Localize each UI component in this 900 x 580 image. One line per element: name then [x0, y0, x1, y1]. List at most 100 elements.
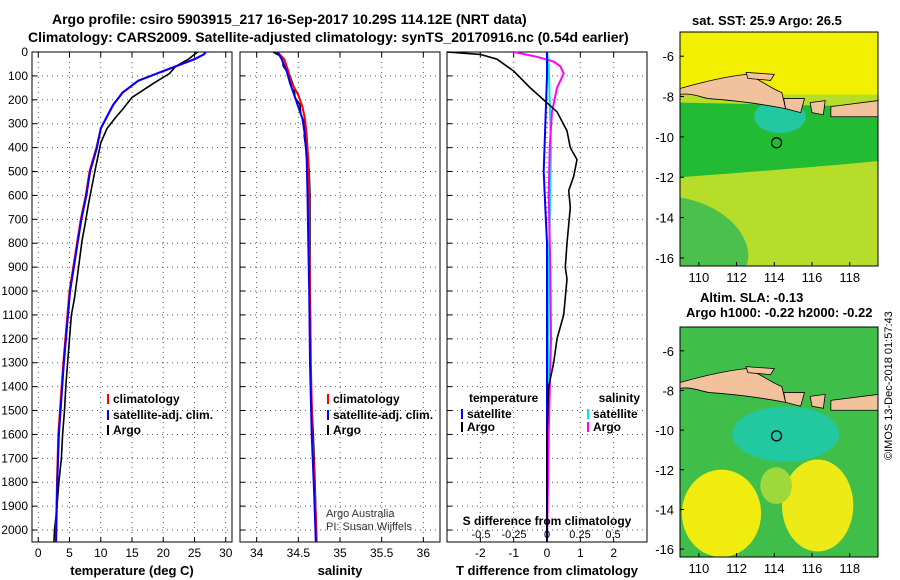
sla_map-mid-patch — [760, 467, 793, 505]
sla_map-xtick-label: 112 — [726, 561, 747, 576]
difference-xtick-label: -2 — [475, 546, 486, 560]
temperature-ytick-label: 700 — [8, 212, 28, 226]
sla_map-ytick-label: -10 — [655, 423, 674, 438]
temperature-xtick-label: 20 — [157, 546, 171, 560]
sla_map-bali — [783, 392, 805, 407]
diff-legend-right-heading: salinity — [599, 391, 641, 405]
temperature-xtick-label: 5 — [66, 546, 73, 560]
temperature-ytick-label: 600 — [8, 188, 28, 202]
sla_map-xtick-label: 118 — [839, 561, 860, 576]
temperature-ytick-label: 1100 — [2, 308, 28, 322]
sla_map-lombok — [809, 393, 826, 409]
sla_map-ytick-label: -12 — [655, 463, 674, 478]
sla_map-map-frame — [679, 326, 879, 558]
sst_map-lombok — [809, 100, 826, 116]
sst_map-xtick-label: 114 — [764, 270, 785, 285]
sla_map-xtick-label: 114 — [764, 561, 785, 576]
sst_map-xtick-label: 118 — [839, 270, 860, 285]
sla_map-high-patch-right — [782, 459, 854, 552]
temp-argo-line — [53, 51, 199, 543]
difference-xtick-label: -1 — [508, 546, 519, 560]
temperature-ytick-label: 900 — [8, 260, 28, 274]
temp-climatology-line — [54, 51, 207, 543]
diff-t-argo-line — [446, 51, 578, 542]
sal-legend-climatology-label: climatology — [333, 392, 400, 406]
sst_map-ytick-label: -6 — [662, 49, 674, 64]
diff-s-satellite-line — [546, 51, 552, 543]
temperature-ytick-label: 0 — [21, 45, 28, 59]
temperature-ytick-label: 100 — [8, 69, 28, 83]
sla_map-float-marker — [770, 430, 783, 442]
sla_map-high-patch-left — [681, 469, 762, 557]
salinity-xtick-label: 35.5 — [370, 546, 394, 560]
temperature-ytick-label: 800 — [8, 236, 28, 250]
diff-s-argo-line — [513, 51, 565, 543]
temperature-ytick-label: 300 — [8, 117, 28, 131]
sst_map-ytick-label: -8 — [662, 90, 674, 105]
temperature-ytick-label: 1200 — [1, 332, 28, 346]
sst_map-ytick-label: -10 — [655, 130, 674, 145]
temperature-ytick-label: 2000 — [1, 523, 28, 537]
sla_map-madura — [745, 366, 775, 376]
temperature-xtick-label: 15 — [125, 546, 139, 560]
sla_map-sumbawa — [830, 394, 878, 411]
difference-xlabel: T difference from climatology — [456, 563, 639, 578]
sst_map-float-marker — [770, 137, 783, 149]
sal-climatology-line — [276, 51, 318, 543]
diff-s-tick-label: -0.5 — [472, 529, 491, 541]
diff-legend-left-heading: temperature — [469, 391, 539, 405]
diff-legend-s-satellite-label: satellite — [593, 407, 638, 421]
temperature-ytick-label: 1700 — [1, 451, 28, 465]
temp-legend-argo-label: Argo — [113, 423, 141, 437]
temperature-ytick-label: 1600 — [1, 427, 28, 441]
diff-s-tick-label: 0.25 — [569, 529, 590, 541]
sst_map-sw-patch — [680, 197, 749, 266]
salinity-xtick-label: 34.5 — [287, 546, 311, 560]
salinity-xlabel: salinity — [318, 563, 364, 578]
temperature-ytick-label: 1800 — [1, 475, 28, 489]
temp-legend-climatology-label: climatology — [113, 392, 180, 406]
sla_map-ytick-label: -14 — [655, 502, 674, 517]
sst_map-sumbawa — [830, 100, 878, 118]
sla_map-xtick-label: 116 — [802, 561, 823, 576]
temperature-ytick-label: 1400 — [1, 380, 28, 394]
diff-legend-t-argo-label: Argo — [467, 420, 495, 434]
sla_map-xtick-label: 110 — [688, 561, 709, 576]
figure-title-line1: Argo profile: csiro 5903915_217 16-Sep-2… — [52, 11, 527, 27]
temperature-xtick-label: 25 — [188, 546, 202, 560]
sal-legend-argo-label: Argo — [333, 423, 361, 437]
sla_map-map-area — [680, 327, 878, 557]
sla_map-ytick-label: -8 — [662, 383, 674, 398]
sal-annotation-line1: Argo Australia — [326, 508, 395, 520]
temperature-xtick-label: 30 — [219, 546, 233, 560]
temperature-ytick-label: 1000 — [1, 284, 28, 298]
temperature-xlabel: temperature (deg C) — [70, 563, 194, 578]
sst_map-ytick-label: -12 — [655, 170, 674, 185]
sst_map-xtick-label: 112 — [726, 270, 747, 285]
sla-map-subtitle: Argo h1000: -0.22 h2000: -0.22 — [686, 305, 873, 320]
salinity-xtick-label: 36 — [417, 546, 431, 560]
diff-t-satellite-line — [542, 52, 548, 542]
diff-s-tick-label: -0.25 — [501, 529, 526, 541]
diff-s-tick-label: 0.5 — [605, 529, 620, 541]
sst_map-madura — [745, 71, 775, 81]
temperature-ytick-label: 200 — [8, 93, 28, 107]
sla_map-ytick-label: -16 — [655, 542, 674, 557]
sst_map-ytick-label: -14 — [655, 211, 674, 226]
temperature-ytick-label: 1500 — [1, 404, 28, 418]
difference-xtick-label: 0 — [544, 546, 551, 560]
diff-s-tick-label: 0 — [544, 529, 550, 541]
difference-xtick-label: 1 — [577, 546, 584, 560]
sst_map-xtick-label: 110 — [688, 270, 709, 285]
temperature-xtick-label: 10 — [94, 546, 108, 560]
sst-map-title: sat. SST: 25.9 Argo: 26.5 — [692, 13, 842, 28]
diff-legend-s-argo-label: Argo — [593, 420, 621, 434]
sal-annotation-line2: PI: Susan Wijffels — [326, 521, 412, 533]
sal-satellite-line — [276, 51, 317, 543]
temperature-ytick-label: 1900 — [1, 499, 28, 513]
salinity-xtick-label: 34 — [250, 546, 264, 560]
sal-legend-satellite-label: satellite-adj. clim. — [333, 408, 433, 422]
temperature-xtick-label: 0 — [35, 546, 42, 560]
sst_map-map-area — [680, 32, 878, 266]
